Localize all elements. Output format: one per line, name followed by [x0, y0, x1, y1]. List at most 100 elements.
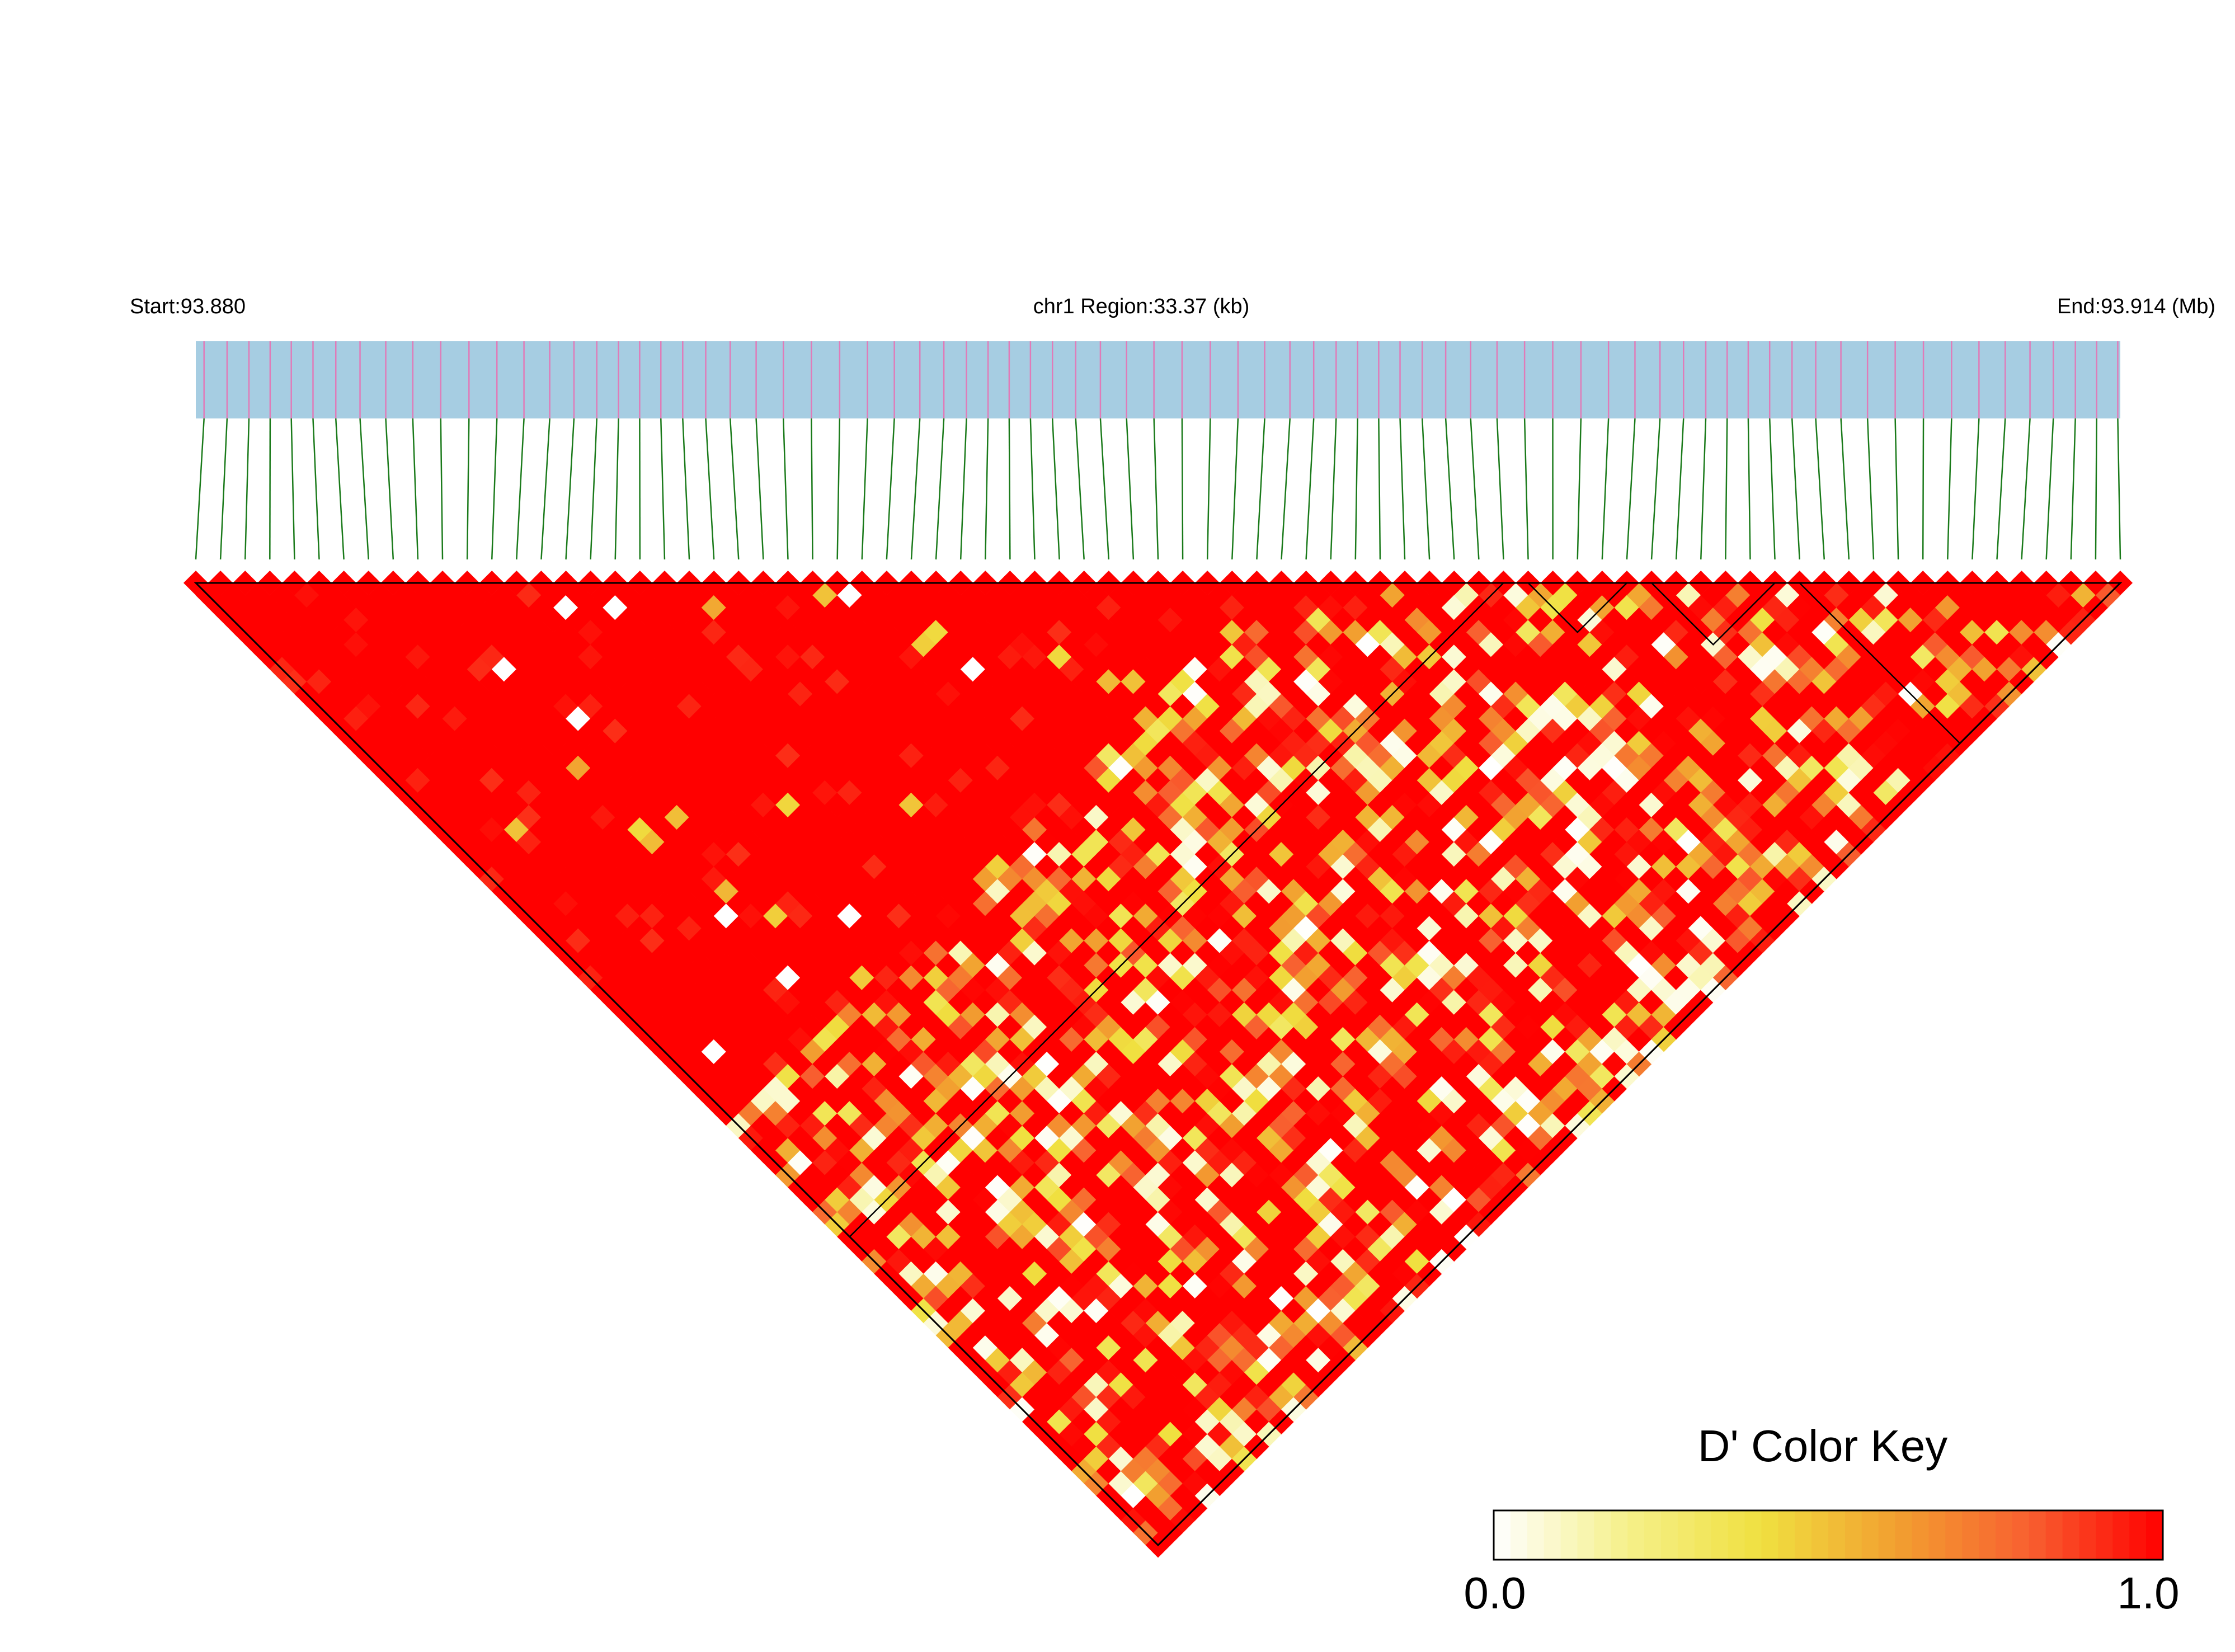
color-key-swatch — [1912, 1510, 1930, 1560]
color-key-min-label: 0.0 — [1464, 1568, 1526, 1618]
color-key-swatch — [1878, 1510, 1896, 1560]
color-key-swatch — [1845, 1510, 1862, 1560]
color-key-swatch — [1979, 1510, 1996, 1560]
snp-connector — [2021, 418, 2031, 560]
snp-connector — [1051, 418, 1060, 560]
color-key-swatch — [1711, 1510, 1729, 1560]
color-key-swatch — [1510, 1510, 1528, 1560]
snp-connector — [755, 418, 764, 560]
snp-connector — [385, 418, 394, 560]
region-label: chr1 Region:33.37 (kb) — [1033, 295, 1250, 318]
color-key-swatch — [1694, 1510, 1712, 1560]
color-key-swatch — [1494, 1510, 1511, 1560]
snp-connector — [219, 418, 228, 560]
snp-connector — [1496, 418, 1504, 560]
snp-connector — [1700, 418, 1707, 560]
snp-connector — [1126, 418, 1135, 560]
snp-connector — [516, 418, 525, 560]
snp-connector — [1206, 418, 1211, 560]
snp-connector — [2070, 418, 2076, 560]
snp-connector — [1099, 418, 1110, 560]
color-key-swatch — [1594, 1510, 1612, 1560]
snp-connector — [491, 418, 498, 560]
color-key-swatch — [1611, 1510, 1628, 1560]
color-key-swatch — [1828, 1510, 1846, 1560]
snp-connector — [1399, 418, 1406, 560]
snp-connector — [1768, 418, 1776, 560]
color-key-swatch — [1996, 1510, 2013, 1560]
snp-connector — [359, 418, 369, 560]
snp-connector — [1840, 418, 1850, 560]
color-key-swatch — [1778, 1510, 1795, 1560]
color-key-swatch — [2096, 1510, 2114, 1560]
snp-connector — [1971, 418, 1980, 560]
end-label: End:93.914 (Mb) — [2057, 295, 2215, 318]
snp-connector — [1725, 418, 1728, 560]
snp-connector — [985, 418, 989, 560]
color-key-swatch — [1544, 1510, 1561, 1560]
snp-connector — [1421, 418, 1431, 560]
snp-connector — [705, 418, 715, 560]
snp-connector — [959, 418, 967, 560]
color-key-swatch — [1761, 1510, 1779, 1560]
snp-connector — [1231, 418, 1239, 560]
snp-connector — [935, 418, 945, 560]
snp-connector — [811, 418, 813, 560]
color-key-swatch — [2079, 1510, 2097, 1560]
color-key-swatch — [1577, 1510, 1595, 1560]
snp-connector — [682, 418, 690, 560]
snp-connector — [335, 418, 345, 560]
snp-connector — [782, 418, 789, 560]
snp-connector — [195, 418, 205, 560]
snp-connector — [1866, 418, 1875, 560]
color-key-swatch — [2146, 1510, 2163, 1560]
snp-connector — [1305, 418, 1315, 560]
snp-connector — [1577, 418, 1582, 560]
snp-connector — [1378, 418, 1381, 560]
snp-connectors — [195, 418, 2121, 560]
color-key-swatch — [1560, 1510, 1578, 1560]
snp-connector — [1996, 418, 2006, 560]
color-key-swatch — [1795, 1510, 1812, 1560]
snp-connector — [1256, 418, 1265, 560]
snp-connector — [1075, 418, 1085, 560]
snp-connector — [1181, 418, 1184, 560]
start-label: Start:93.880 — [130, 295, 246, 318]
snp-connector — [1008, 418, 1011, 560]
triangle-outline — [194, 582, 2123, 1547]
snp-connector — [886, 418, 895, 560]
ld-cells — [195, 582, 2121, 1558]
snp-connector — [1470, 418, 1480, 560]
region-bar — [196, 341, 2120, 418]
color-key-swatch — [2112, 1510, 2130, 1560]
color-key-swatch — [1728, 1510, 1745, 1560]
snp-connector — [2117, 418, 2121, 560]
snp-connector — [729, 418, 740, 560]
color-key-swatch — [1744, 1510, 1762, 1560]
snp-connector — [565, 418, 575, 560]
snp-connector — [1444, 418, 1455, 560]
snp-connector — [1029, 418, 1036, 560]
color-key-swatch — [1861, 1510, 1879, 1560]
snp-connector — [1747, 418, 1751, 560]
color-key-swatch — [1677, 1510, 1695, 1560]
color-key-swatch — [2062, 1510, 2080, 1560]
snp-connector — [1675, 418, 1685, 560]
snp-connector — [660, 418, 666, 560]
snp-connector — [412, 418, 419, 560]
color-key-gradient — [1494, 1510, 2163, 1560]
color-key-swatch — [1644, 1510, 1662, 1560]
snp-connector — [1601, 418, 1610, 560]
snp-ticks — [203, 341, 2119, 418]
color-key-border — [1493, 1509, 2164, 1561]
snp-connector — [1330, 418, 1337, 560]
snp-connector — [244, 418, 250, 560]
snp-connector — [1791, 418, 1800, 560]
snp-connector — [1354, 418, 1358, 560]
snp-connector — [590, 418, 597, 560]
snp-connector — [440, 418, 444, 560]
snp-connector — [614, 418, 619, 560]
color-key-swatch — [2129, 1510, 2147, 1560]
color-key-swatch — [1895, 1510, 1913, 1560]
